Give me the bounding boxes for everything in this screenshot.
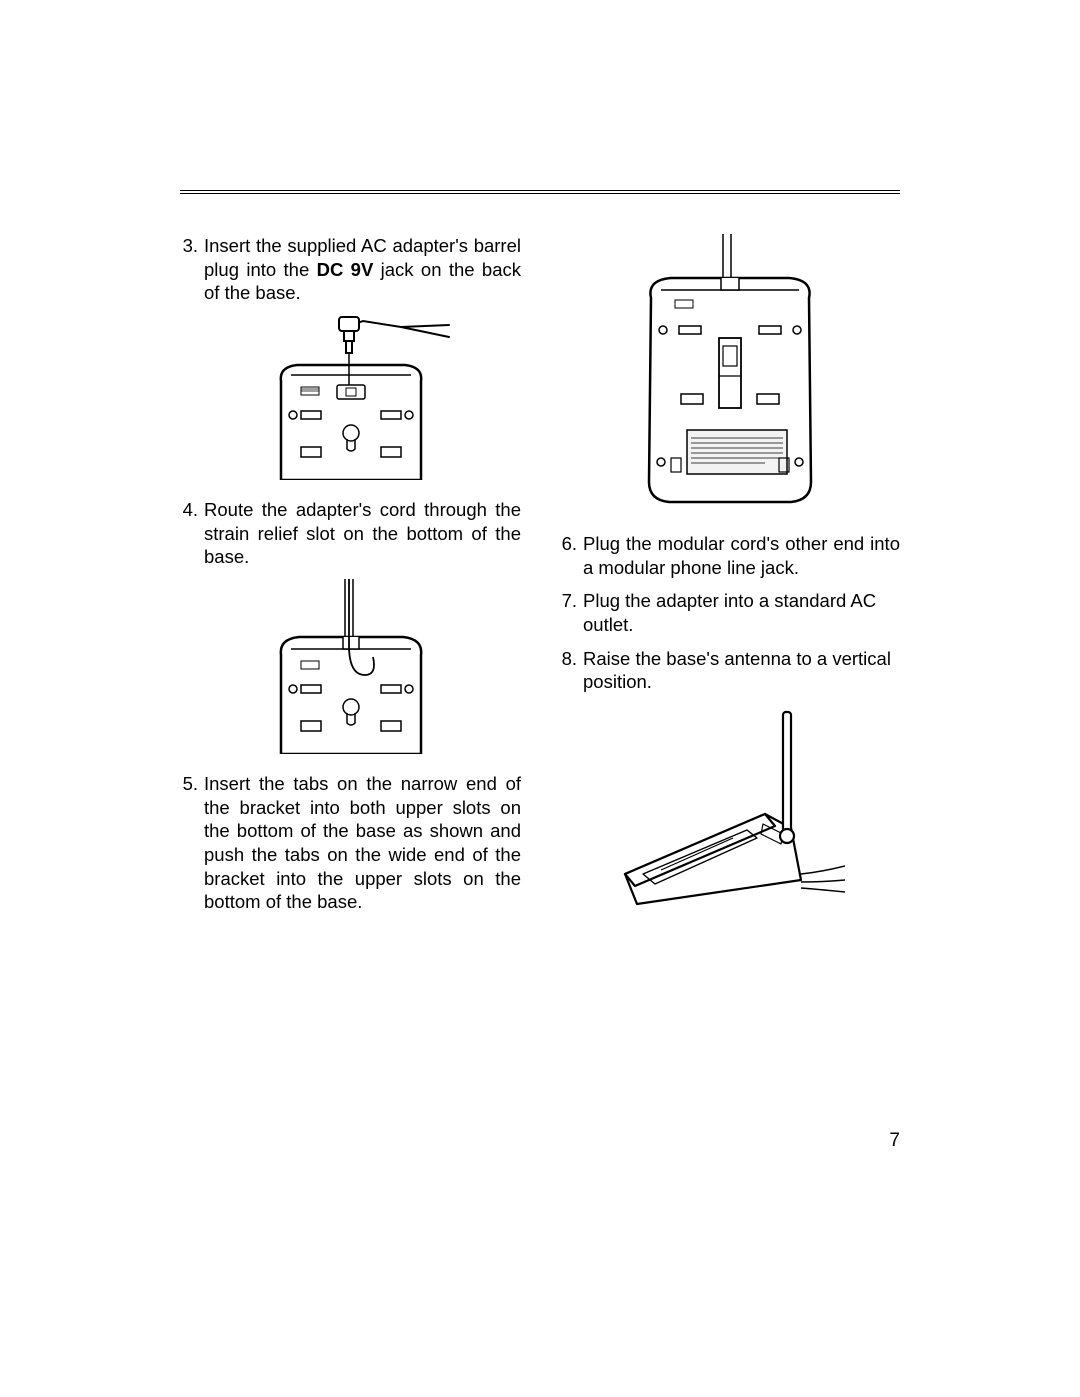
step-3: 3. Insert the supplied AC adapter's barr…	[180, 234, 521, 305]
step-number: 3.	[180, 234, 204, 305]
bracket-into-base-illustration	[625, 234, 835, 514]
step-5: 5. Insert the tabs on the narrow end of …	[180, 772, 521, 914]
step-7: 7. Plug the adapter into a standard AC o…	[559, 589, 900, 636]
page-content: 3. Insert the supplied AC adapter's barr…	[180, 190, 900, 932]
step-8: 8. Raise the base's antenna to a vertica…	[559, 647, 900, 694]
step-number: 6.	[559, 532, 583, 579]
step-number: 5.	[180, 772, 204, 914]
step-body: Plug the adapter into a standard AC outl…	[583, 589, 900, 636]
plug-into-jack-illustration	[251, 315, 451, 480]
right-column: 6. Plug the modular cord's other end int…	[559, 234, 900, 932]
page-number: 7	[889, 1130, 900, 1152]
figure-3	[180, 315, 521, 480]
step-number: 8.	[559, 647, 583, 694]
step-body: Insert the tabs on the narrow end of the…	[204, 772, 521, 914]
two-column-layout: 3. Insert the supplied AC adapter's barr…	[180, 234, 900, 932]
figure-5	[559, 234, 900, 514]
step-6: 6. Plug the modular cord's other end int…	[559, 532, 900, 579]
step-body: Route the adapter's cord through the str…	[204, 498, 521, 569]
step-number: 4.	[180, 498, 204, 569]
figure-4	[180, 579, 521, 754]
strain-relief-illustration	[251, 579, 451, 754]
step-number: 7.	[559, 589, 583, 636]
step-4: 4. Route the adapter's cord through the …	[180, 498, 521, 569]
left-column: 3. Insert the supplied AC adapter's barr…	[180, 234, 521, 932]
step-body: Insert the supplied AC adapter's barrel …	[204, 234, 521, 305]
figure-8	[559, 704, 900, 914]
antenna-vertical-illustration	[615, 704, 845, 914]
top-rule	[180, 190, 900, 194]
step-bold: DC 9V	[317, 259, 374, 280]
step-body: Plug the modular cord's other end into a…	[583, 532, 900, 579]
step-body: Raise the base's antenna to a vertical p…	[583, 647, 900, 694]
